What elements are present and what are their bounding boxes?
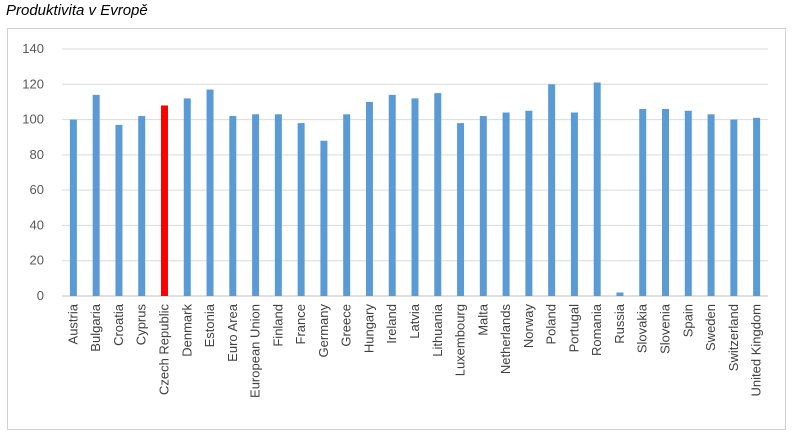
y-tick-label: 140 xyxy=(22,41,44,56)
x-tick-label: Lithuania xyxy=(430,303,445,357)
x-tick-label: Denmark xyxy=(179,304,194,357)
x-tick-label: Czech Republic xyxy=(156,304,171,396)
bar-united-kingdom xyxy=(753,117,761,296)
x-tick-label: Latvia xyxy=(407,303,422,338)
x-tick-label: Russia xyxy=(612,303,627,344)
x-tick-label: Switzerland xyxy=(726,304,741,371)
bar-european-union xyxy=(252,114,260,297)
x-tick-label: Germany xyxy=(316,304,331,358)
x-tick-label: Croatia xyxy=(111,303,126,346)
bars xyxy=(69,82,761,297)
x-tick-label: Cyprus xyxy=(134,304,149,346)
y-tick-label: 40 xyxy=(30,217,44,232)
bar-euro-area xyxy=(229,116,237,297)
x-tick-label: Ireland xyxy=(384,304,399,344)
bar-croatia xyxy=(115,124,123,296)
bar-cyprus xyxy=(138,116,146,297)
x-tick-label: Portugal xyxy=(566,304,581,353)
bar-denmark xyxy=(183,98,191,297)
bar-latvia xyxy=(411,98,419,297)
bar-luxembourg xyxy=(457,123,465,296)
bar-romania xyxy=(593,82,601,296)
x-tick-label: Greece xyxy=(339,304,354,347)
bar-slovenia xyxy=(662,108,670,296)
y-tick-label: 120 xyxy=(22,76,44,91)
bar-hungary xyxy=(365,101,373,296)
bar-bulgaria xyxy=(92,94,100,296)
y-tick-label: 0 xyxy=(37,288,44,303)
bar-greece xyxy=(343,114,351,297)
bar-germany xyxy=(320,140,328,296)
x-tick-label: Poland xyxy=(544,304,559,344)
y-tick-label: 20 xyxy=(30,253,44,268)
bar-malta xyxy=(479,116,487,297)
bar-portugal xyxy=(570,112,578,296)
x-tick-label: Slovakia xyxy=(635,303,650,353)
x-tick-label: Norway xyxy=(521,304,536,349)
x-axis-labels: Austria Bulgaria Croatia Cyprus Czech Republ… xyxy=(65,303,763,398)
x-tick-label: Slovenia xyxy=(658,303,673,354)
bar-france xyxy=(297,123,305,296)
bar-slovakia xyxy=(639,108,647,296)
x-tick-label: Netherlands xyxy=(498,304,513,375)
x-tick-label: Finland xyxy=(270,304,285,347)
page-title: Produktivita v Evropě xyxy=(6,2,148,19)
bar-lithuania xyxy=(434,93,442,296)
x-tick-label: Spain xyxy=(680,304,695,337)
bar-finland xyxy=(274,114,282,297)
bar-estonia xyxy=(206,89,214,296)
y-tick-label: 100 xyxy=(22,112,44,127)
bar-austria xyxy=(69,119,77,296)
bar-netherlands xyxy=(502,112,510,296)
x-tick-label: United Kingdom xyxy=(749,304,764,397)
bar-russia xyxy=(616,292,624,296)
bar-spain xyxy=(684,110,692,296)
bar-norway xyxy=(525,110,533,296)
bar-switzerland xyxy=(730,119,738,296)
x-tick-label: Euro Area xyxy=(225,303,240,362)
bar-poland xyxy=(548,84,556,297)
x-tick-label: Malta xyxy=(475,303,490,336)
x-tick-label: Estonia xyxy=(202,303,217,347)
x-tick-label: European Union xyxy=(248,304,263,398)
y-axis-ticks: 0 20 40 60 80 100 120 140 xyxy=(22,41,44,303)
bar-ireland xyxy=(388,94,396,296)
x-tick-label: Sweden xyxy=(703,304,718,351)
x-tick-label: Romania xyxy=(589,303,604,356)
y-tick-label: 80 xyxy=(30,147,44,162)
x-tick-label: France xyxy=(293,304,308,344)
x-tick-label: Austria xyxy=(65,303,80,344)
bar-czech-republic xyxy=(160,105,168,296)
bar-sweden xyxy=(707,114,715,297)
x-tick-label: Luxembourg xyxy=(453,304,468,376)
x-tick-label: Hungary xyxy=(361,304,376,354)
bar-chart: 0 20 40 60 80 100 120 140 Austria Bulgaria Croati… xyxy=(22,41,768,398)
chart-frame: 0 20 40 60 80 100 120 140 Austria Bulgaria Croati… xyxy=(7,28,786,430)
y-tick-label: 60 xyxy=(30,182,44,197)
x-tick-label: Bulgaria xyxy=(88,303,103,351)
